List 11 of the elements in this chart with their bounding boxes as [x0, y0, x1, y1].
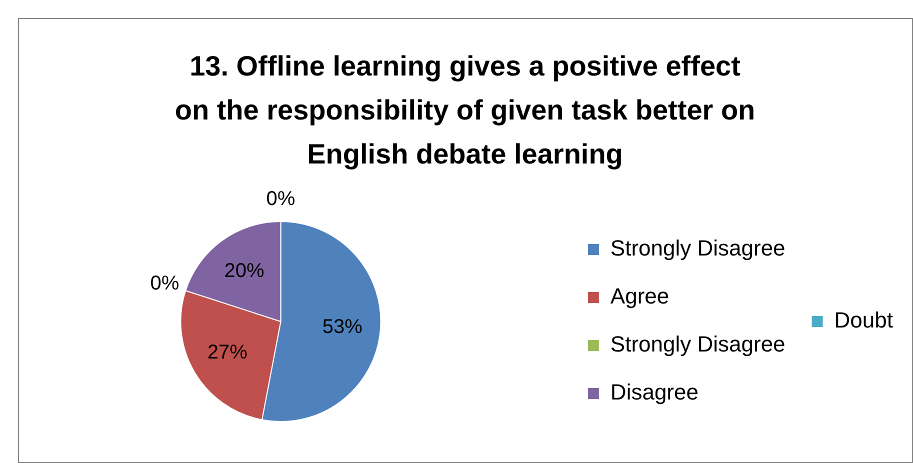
- text: 0%: [150, 272, 180, 294]
- legend-label: Doubt: [834, 308, 894, 333]
- legend-label: Agree: [610, 284, 670, 309]
- chart-title: 13. Offline learning gives a positive effect on the responsibility of given task better on English debate learning: [174, 50, 756, 170]
- data-label: 27%: [207, 342, 248, 364]
- legend-label: Disagree: [610, 380, 698, 405]
- legend-label: Strongly Disagree: [610, 332, 786, 357]
- legend-label: Strongly Disagree: [610, 236, 786, 261]
- data-label: 20%: [224, 260, 265, 282]
- text: 0%: [266, 188, 296, 210]
- data-label: 53%: [322, 316, 363, 338]
